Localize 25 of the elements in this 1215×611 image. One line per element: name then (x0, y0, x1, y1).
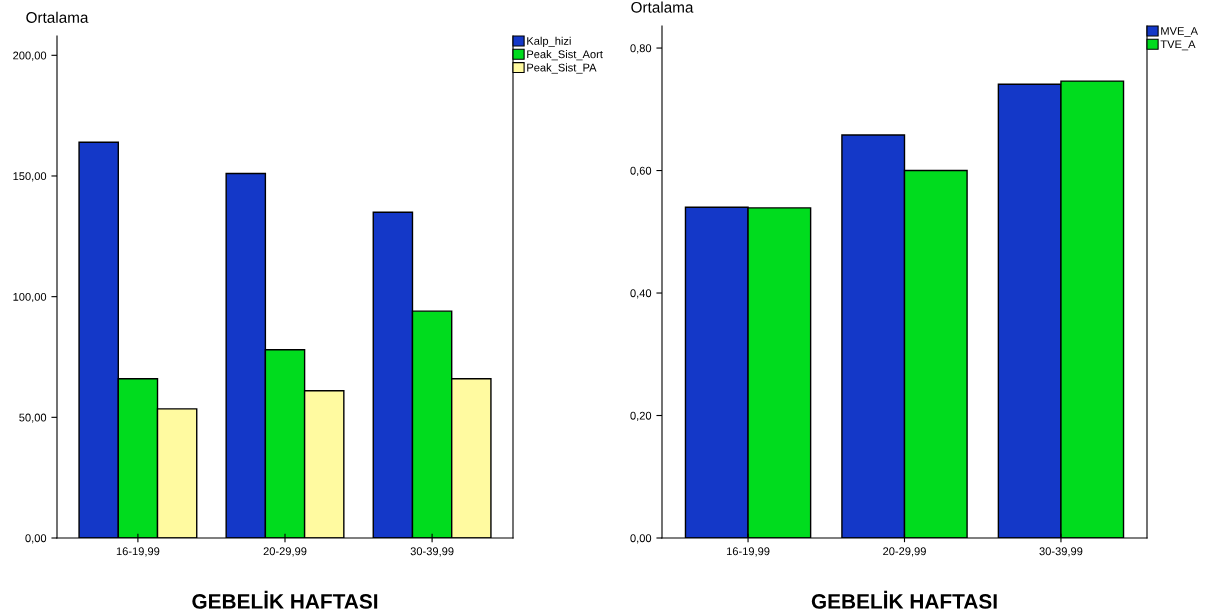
x-tick-label: 16-19,99 (116, 547, 160, 557)
y-tick-label: 0,60 (630, 166, 652, 176)
y-tick-label: 0,00 (630, 534, 652, 544)
y-axis-title: Ortalama (26, 11, 89, 23)
x-tick-label: 20-29,99 (263, 547, 307, 557)
x-axis-title: GEBELİK HAFTASI (811, 590, 997, 609)
y-tick-label: 50,00 (19, 413, 47, 423)
legend-label: Peak_Sist_Aort (527, 50, 603, 61)
y-tick-label: 0,80 (630, 44, 652, 54)
y-tick-label: 0,40 (630, 289, 652, 299)
legend-label: MVE_A (1161, 27, 1198, 37)
x-axis-title: GEBELİK HAFTASI (192, 590, 378, 609)
x-tick-label: 30-39,99 (410, 547, 454, 557)
y-axis-title: Ortalama (631, 1, 694, 13)
y-tick-label: 200,00 (13, 51, 47, 61)
x-tick-label: 16-19,99 (726, 547, 770, 557)
y-tick-label: 150,00 (13, 172, 47, 182)
y-tick-label: 0,00 (25, 534, 47, 544)
legend-label: TVE_A (1160, 40, 1196, 51)
x-tick-label: 30-39,99 (1039, 547, 1083, 557)
y-tick-label: 0,20 (630, 411, 652, 421)
legend-label: Peak_Sist_PA (527, 63, 597, 74)
y-tick-label: 100,00 (13, 292, 47, 303)
x-tick-label: 20-29,99 (883, 547, 926, 557)
legend-label: Kalp_hizi (527, 36, 571, 48)
